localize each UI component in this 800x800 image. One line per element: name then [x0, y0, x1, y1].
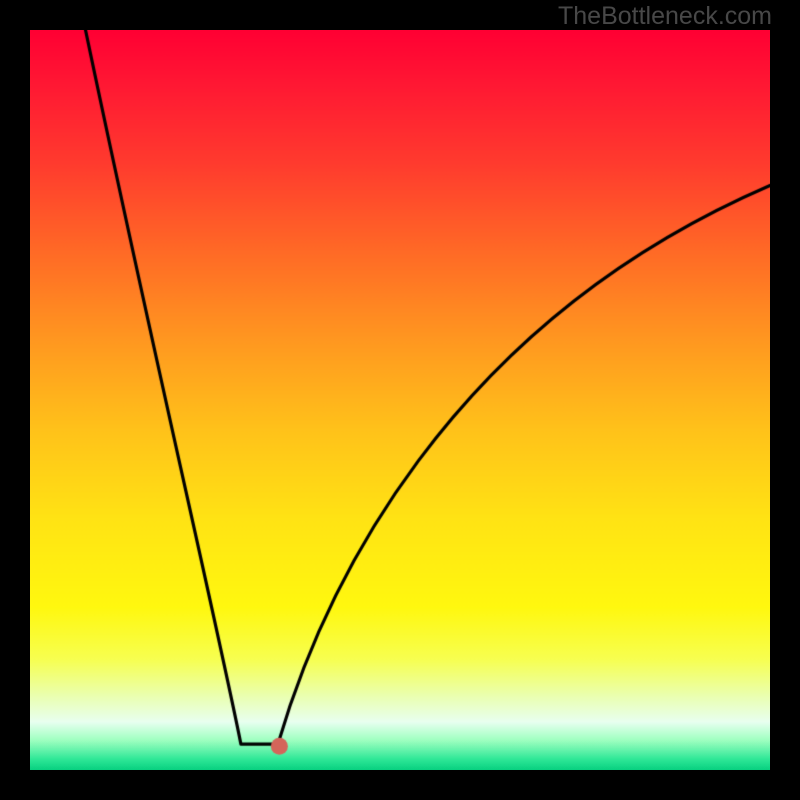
watermark-text: TheBottleneck.com: [558, 2, 772, 31]
bottleneck-curve: [30, 30, 770, 770]
